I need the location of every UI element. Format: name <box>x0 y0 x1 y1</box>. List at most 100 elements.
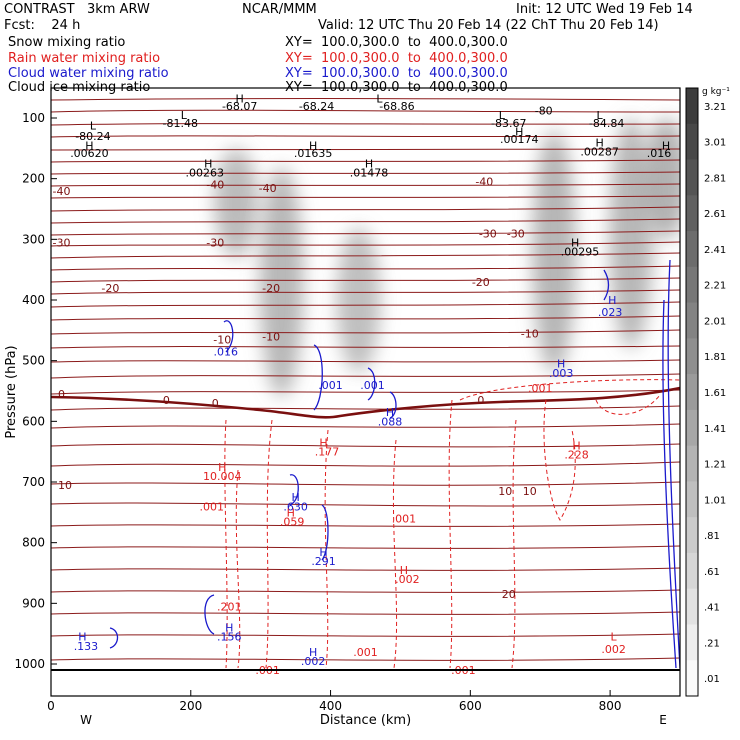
y-tick-label: 900 <box>22 596 45 610</box>
extremum-marker: H <box>236 93 244 106</box>
snow-column <box>336 227 381 373</box>
extremum-marker: H <box>291 491 299 504</box>
isotherm-label: 10 <box>523 485 537 498</box>
contour-value-label: -68.86 <box>379 100 414 113</box>
extremum-marker: L <box>597 109 604 122</box>
cloud-water-contours <box>109 259 680 669</box>
colorbar-swatch <box>686 588 698 625</box>
y-tick-label: 600 <box>22 414 45 428</box>
contour-value-label: -80.24 <box>75 130 110 143</box>
org-label: NCAR/MMM <box>242 2 317 17</box>
extremum-marker: H <box>78 631 86 644</box>
extremum-marker: H <box>515 125 523 138</box>
colorbar-swatch <box>686 159 698 196</box>
contour-value-label: .00287 <box>580 145 619 158</box>
colorbar-swatch <box>686 660 698 697</box>
plot-frame <box>50 87 681 697</box>
extremum-marker: H <box>571 236 579 249</box>
contour-value-label: .023 <box>598 306 623 319</box>
extremum-marker: H <box>386 406 394 419</box>
axes: 0 200 400 600 800100200300400500600700800900… <box>4 111 667 728</box>
extremum-marker: L <box>181 109 188 122</box>
isotherm-label: -40 <box>259 182 277 195</box>
y-axis-label: Pressure (hPa) <box>4 345 19 438</box>
contour-value-label: .01635 <box>294 147 333 160</box>
contour-value-label: .001 <box>528 382 553 395</box>
colorbar-swatch <box>686 88 698 125</box>
isotherm-label: -40 <box>206 179 224 192</box>
extremum-marker: H <box>218 461 226 474</box>
isotherm-label: -10 <box>213 333 231 346</box>
isotherm-label: -40 <box>475 176 493 189</box>
extremum-marker: H <box>204 158 212 171</box>
y-tick-label: 700 <box>22 475 45 489</box>
y-tick-label: 1000 <box>14 657 45 671</box>
extremum-marker: L <box>611 631 618 644</box>
colorbar-swatch <box>686 481 698 518</box>
contour-value-label: .016 <box>213 346 238 359</box>
contour-value-label: .003 <box>549 367 574 380</box>
rain-contours <box>224 379 680 669</box>
temperature-contours <box>51 98 680 661</box>
snow-column <box>644 118 680 240</box>
extremum-marker: H <box>309 646 317 659</box>
contour-value-label: .630 <box>283 500 308 513</box>
colorbar-frame <box>685 87 699 697</box>
contour-value-label: .001 <box>353 646 378 659</box>
value-labels: -80.24 -81.48 -68.07 -68.24 -68.86 -83.67 -84.… <box>70 100 671 677</box>
extremum-marker: H <box>400 564 408 577</box>
colorbar-swatch <box>686 302 698 339</box>
contour-value-label: .001 <box>360 379 385 392</box>
contour-value-label: .016 <box>647 147 672 160</box>
isotherm-label: -30 <box>206 236 224 249</box>
forecast-hour: Fcst: 24 h <box>4 18 81 33</box>
colorbar-label: .81 <box>704 531 720 542</box>
contour-value-label: .00620 <box>70 147 109 160</box>
snow-column <box>214 148 259 258</box>
colorbar-label: 3.21 <box>704 102 726 113</box>
colorbar-label: 1.21 <box>704 460 726 471</box>
isotherm-label: -20 <box>101 282 119 295</box>
colorbar-swatch <box>686 123 698 161</box>
model-title: CONTRAST 3km ARW <box>4 2 150 17</box>
extremum-marker: H <box>225 622 233 635</box>
extremum-marker: H <box>85 139 93 152</box>
contour-value-label: .002 <box>601 643 626 656</box>
colorbar-label: 1.41 <box>704 424 726 435</box>
colorbar-label: 2.81 <box>704 173 726 184</box>
field-label-rain: Rain water mixing ratio <box>8 51 161 66</box>
isotherm-label: -30 <box>52 236 70 249</box>
snow-column <box>532 130 577 373</box>
colorbar-swatch <box>686 624 698 661</box>
contour-value-label: .01478 <box>350 167 389 180</box>
isotherm-label: -20 <box>472 276 490 289</box>
contour-value-label: -81.48 <box>163 117 198 130</box>
colorbar-swatch <box>686 517 698 554</box>
colorbar-swatch <box>686 445 698 482</box>
contour-value-label: .291 <box>311 555 336 568</box>
extremum-marker: H <box>319 546 327 559</box>
colorbar-unit: g kg⁻¹ <box>702 87 730 97</box>
isotherm-label: -10 <box>521 327 539 340</box>
colorbar-swatch <box>686 409 698 447</box>
east-label: E <box>659 713 667 727</box>
x-axis-label: Distance (km) <box>320 713 411 728</box>
y-tick-label: 500 <box>22 354 45 368</box>
isotherm-label: 10 <box>58 479 72 492</box>
isotherm-label: 0 <box>58 388 65 401</box>
y-tick-label: 100 <box>22 111 45 125</box>
isotherm-label: -30 <box>507 227 525 240</box>
field-label-cloud-water: Cloud water mixing ratio <box>8 66 169 81</box>
colorbar-swatch <box>686 338 698 375</box>
colorbar-label: 3.01 <box>704 138 726 149</box>
extremum-marker: H <box>557 358 565 371</box>
x-tick-label: 800 <box>599 699 622 713</box>
colorbar-swatch <box>686 266 698 304</box>
y-tick-label: 400 <box>22 293 45 307</box>
west-label: W <box>80 713 92 727</box>
snow-shading <box>214 117 680 398</box>
contour-value-label: .001 <box>318 379 343 392</box>
contour-value-label: -84.84 <box>589 117 624 130</box>
colorbar-label: .01 <box>704 674 720 685</box>
